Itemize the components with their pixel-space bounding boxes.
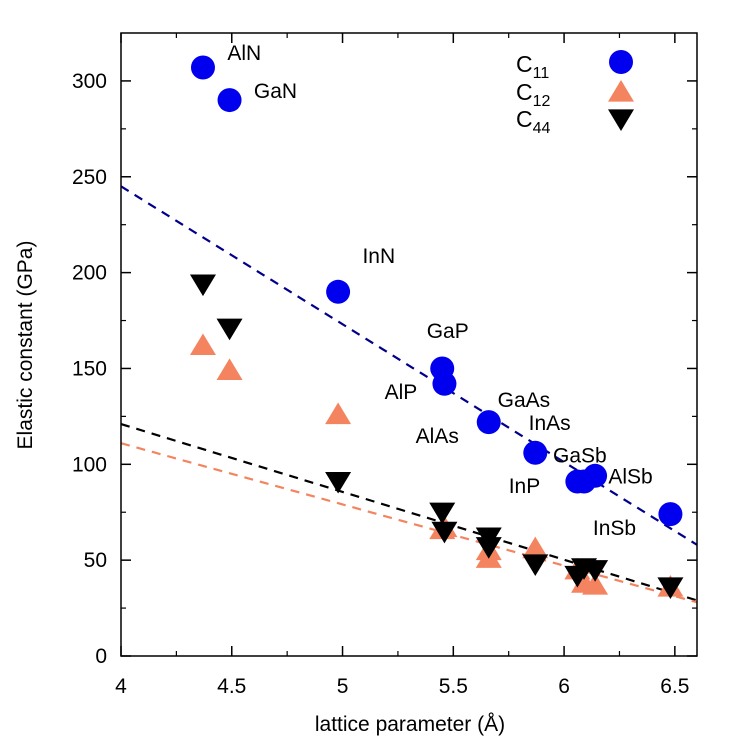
data-point-c12-0 <box>189 333 216 356</box>
data-point-c11-2 <box>326 279 351 304</box>
data-point-c44-10 <box>582 560 609 582</box>
fit-line-c44 <box>120 423 698 602</box>
x-tick-label: 4.5 <box>217 675 246 698</box>
x-axis-label: lattice parameter (Å) <box>315 713 505 736</box>
point-annotations: AlN GaN InN GaP AlP GaAs AlAs InAs GaSb InP AlSb In… <box>227 42 652 540</box>
data-point-c12-2 <box>325 402 352 425</box>
legend-label-c44: C44 <box>516 106 551 137</box>
data-point-c12-10 <box>582 573 609 595</box>
fit-line-c12 <box>120 442 698 604</box>
point-label-alsb: AlSb <box>608 465 652 488</box>
data-point-c11-4 <box>432 371 457 396</box>
data-point-c11-0 <box>190 55 215 80</box>
y-tick-label: 200 <box>72 262 107 285</box>
x-tick-label: 6.5 <box>660 675 689 698</box>
axes: 4 4.5 5 5.5 6 6.5 0 50 100 150 200 250 300 <box>72 32 698 698</box>
data-point-c44-7 <box>522 554 549 576</box>
point-label-gap: GaP <box>427 320 469 343</box>
data-point-c44-6 <box>475 537 502 559</box>
y-axis-label: Elastic constant (GPa) <box>14 241 37 450</box>
data-point-c44-0 <box>189 274 216 297</box>
legend-label-c11: C11 <box>516 51 549 82</box>
legend-label-subscript: 11 <box>533 65 550 82</box>
data-point-c44-3 <box>429 502 456 525</box>
data-point-c12-7 <box>522 536 549 559</box>
point-label-gan: GaN <box>254 80 297 103</box>
legend-marker-c44 <box>608 109 634 131</box>
legend-marker-c11 <box>609 50 633 74</box>
y-tick-label: 250 <box>72 166 107 189</box>
point-label-inp: InP <box>509 475 541 498</box>
data-point-c11-10 <box>658 502 683 527</box>
data-point-c12-1 <box>216 358 243 380</box>
point-label-alp: AlP <box>385 381 418 404</box>
plot-frame <box>120 32 698 657</box>
x-tick-label: 6 <box>558 675 570 698</box>
y-tick-label: 50 <box>84 549 107 572</box>
data-point-c11-1 <box>217 88 242 113</box>
point-label-gaas: GaAs <box>498 389 551 412</box>
data-point-c44-1 <box>216 318 243 341</box>
legend-label-subscript: 12 <box>533 93 551 110</box>
y-tick-label: 0 <box>95 645 107 668</box>
y-tick-label: 100 <box>72 453 107 476</box>
data-point-c11-6 <box>523 440 548 465</box>
data-point-c11-9 <box>583 463 608 488</box>
legend-marker-c12 <box>608 80 634 102</box>
data-point-c44-11 <box>657 577 684 599</box>
point-label-insb: InSb <box>593 517 636 540</box>
x-tick-label: 4 <box>115 675 127 698</box>
y-tick-label: 300 <box>72 70 107 93</box>
point-label-inn: InN <box>362 245 395 268</box>
point-label-aln: AlN <box>227 42 261 65</box>
y-tick-label: 150 <box>72 357 107 380</box>
data-points <box>189 55 684 599</box>
x-tick-label: 5.5 <box>439 675 468 698</box>
point-label-alas: AlAs <box>416 425 459 448</box>
data-point-c11-5 <box>476 410 501 435</box>
point-label-inas: InAs <box>529 412 571 435</box>
point-label-gasb: GaSb <box>553 444 607 467</box>
fit-line-c11 <box>120 185 698 546</box>
x-tick-label: 5 <box>337 675 349 698</box>
data-point-c44-2 <box>325 471 352 494</box>
legend-label-subscript: 44 <box>533 120 551 137</box>
data-point-c44-4 <box>431 521 458 544</box>
